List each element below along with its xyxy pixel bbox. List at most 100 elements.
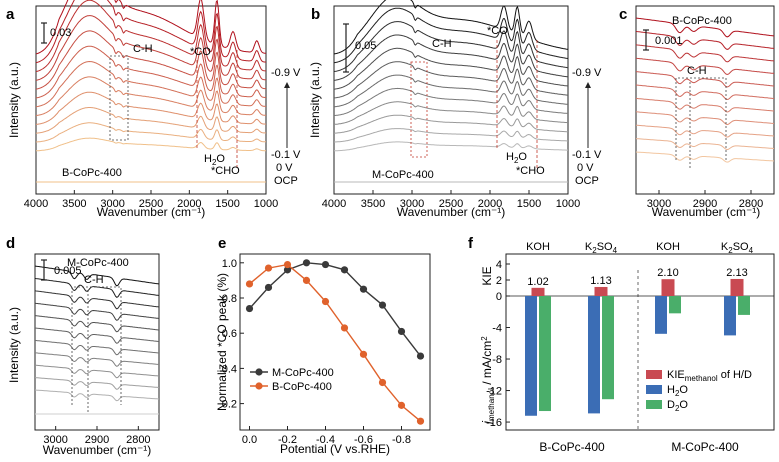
panel-label-b: b <box>311 6 320 23</box>
f-legend-main-1: H <box>667 384 675 396</box>
panel-f-group-label-m: M-CoPc-400 <box>671 440 739 454</box>
zoom-spectrum-line-10 <box>34 389 160 402</box>
spectrum-line-10 <box>334 128 569 143</box>
spectrum-line-3 <box>333 34 569 81</box>
f-d2o-bar-3 <box>738 296 750 315</box>
e-series-line-0 <box>248 262 422 357</box>
spectrum-line-5 <box>333 61 569 99</box>
panel-c-ch-bracket <box>675 77 727 160</box>
zoom-spectrum-line-4 <box>34 315 160 333</box>
spectrum-line-9 <box>333 114 569 134</box>
x-tick-label-4: 2000 <box>177 198 201 210</box>
x-tick-label-5: 1500 <box>215 198 239 210</box>
f-h2o-bar-3 <box>724 296 736 336</box>
e-y-tick-label-3: 0.8 <box>222 293 237 305</box>
e-point-0-7 <box>378 301 387 309</box>
x-tick-label-2: 2800 <box>126 434 150 446</box>
e-point-1-9 <box>416 417 425 425</box>
x-tick-label-1: 2900 <box>693 198 717 210</box>
spectrum-line-1 <box>333 7 569 64</box>
panel-b-cho-label: *CHO <box>516 165 545 177</box>
panel-a-ylabel: Intensity (a.u.) <box>7 62 21 138</box>
e-point-1-6 <box>359 350 368 358</box>
panel-d-ticks: 3000 2900 2800 <box>43 426 151 446</box>
panel-b-ylabel: Intensity (a.u.) <box>308 62 322 138</box>
f-kie-bar-1 <box>594 286 608 296</box>
f-h2o-bar-2 <box>655 296 667 334</box>
panel-e-xlabel: Potential (V vs.RHE) <box>280 442 390 456</box>
zoom-spectrum-line-2 <box>34 290 160 310</box>
e-point-0-6 <box>359 285 368 293</box>
zoom-spectrum-line-2 <box>635 44 775 63</box>
spectrum-line-6 <box>35 60 266 108</box>
f-legend-tail-1: O <box>679 384 688 396</box>
x-tick-label-1: 3500 <box>62 198 86 210</box>
panel-d-ch-label: C-H <box>84 274 104 286</box>
panel-b-h2o-label: H2O <box>506 151 527 165</box>
f-electrolyte-base-2: KOH <box>656 241 680 253</box>
f-electrolyte-sub2-1: 4 <box>613 246 618 255</box>
e-point-0-2 <box>283 266 292 274</box>
f-legend-tail-0: of H/D <box>718 369 752 381</box>
panel-c-ch-label: C-H <box>687 65 707 77</box>
zoom-spectrum-line-6 <box>34 339 160 356</box>
f-electrolyte-base-1: K <box>585 241 593 253</box>
x-tick-label-1: 3500 <box>361 198 385 210</box>
e-x-tick-label-4: -0.8 <box>392 434 411 446</box>
f-legend-sub-2: 2 <box>675 404 680 413</box>
f-d2o-bar-1 <box>602 296 614 400</box>
spectrum-line-5 <box>35 45 266 99</box>
e-x-tick-label-0: 0.0 <box>242 434 257 446</box>
e-y-tick-label-4: 1.0 <box>222 258 237 270</box>
potential-label-0v: 0 V <box>276 162 293 174</box>
panel-a-cho-label: *CHO <box>211 165 240 177</box>
x-tick-label-6: 1000 <box>556 198 580 210</box>
panel-a-curves <box>35 0 267 183</box>
panel-a-ticks: 4000 3500 3000 2500 2000 1500 1000 <box>24 190 278 210</box>
panel-c-sample-label: B-CoPc-400 <box>672 15 732 27</box>
e-point-0-5 <box>340 266 349 274</box>
f-h2o-bar-1 <box>588 296 600 414</box>
f-legend-main-0: KIE <box>667 369 685 381</box>
f-electrolyte-base-0: KOH <box>526 241 550 253</box>
e-legend-marker-0 <box>255 368 263 376</box>
f-legend-label-2: D2O <box>667 399 688 413</box>
e-legend-label-0: M-CoPc-400 <box>272 367 334 379</box>
e-x-tick-label-2: -0.4 <box>316 434 335 446</box>
f-d2o-bar-2 <box>669 296 681 314</box>
panel-d-xlabel: Wavenumber (cm⁻¹) <box>43 443 152 457</box>
f-kie-tick-label-1: 2 <box>496 275 502 287</box>
panel-f-group-label-b: B-CoPc-400 <box>539 440 605 454</box>
e-x-tick-label-3: -0.6 <box>354 434 373 446</box>
zoom-spectrum-line-7 <box>635 111 775 126</box>
x-tick-label-0: 3000 <box>43 434 67 446</box>
f-electrolyte-label-0: KOH <box>526 241 550 253</box>
f-kie-label-2: 2.10 <box>657 267 678 279</box>
e-legend-marker-1 <box>255 382 263 390</box>
x-tick-label-6: 1000 <box>254 198 278 210</box>
panel-b-potential-m01: -0.1 V <box>572 149 602 161</box>
panel-a-sample-label: B-CoPc-400 <box>62 167 122 179</box>
panel-a-scale-label: 0.03 <box>50 27 71 39</box>
spectrum-line-1 <box>35 0 267 64</box>
e-point-0-1 <box>264 283 273 292</box>
e-x-tick-label-1: -0.2 <box>278 434 297 446</box>
panel-f-kie-ylabel: KIE <box>480 266 494 285</box>
panel-d-ylabel: Intensity (a.u.) <box>7 307 21 383</box>
panel-b-ch-box <box>410 61 428 158</box>
potential-arrow-head-a <box>284 82 290 88</box>
f-legend-label-0: KIEmethanol of H/D <box>667 369 752 383</box>
potential-label-ocp: OCP <box>274 175 298 187</box>
zoom-spectrum-line-7 <box>34 352 160 367</box>
e-point-1-0 <box>245 280 254 288</box>
f-h2o-bar-0 <box>525 296 537 416</box>
potential-label-top: -0.9 V <box>271 67 301 79</box>
f-electrolyte-sub2-3: 4 <box>749 246 754 255</box>
panel-b-potential-top: -0.9 V <box>572 67 602 79</box>
f-electrolyte-sub-1: 2 <box>592 246 597 255</box>
f-kie-bar-0 <box>531 287 545 296</box>
spectrum-line-4 <box>35 30 267 90</box>
zoom-spectrum-line-9 <box>34 377 160 390</box>
f-legend-label-1: H2O <box>667 384 688 398</box>
